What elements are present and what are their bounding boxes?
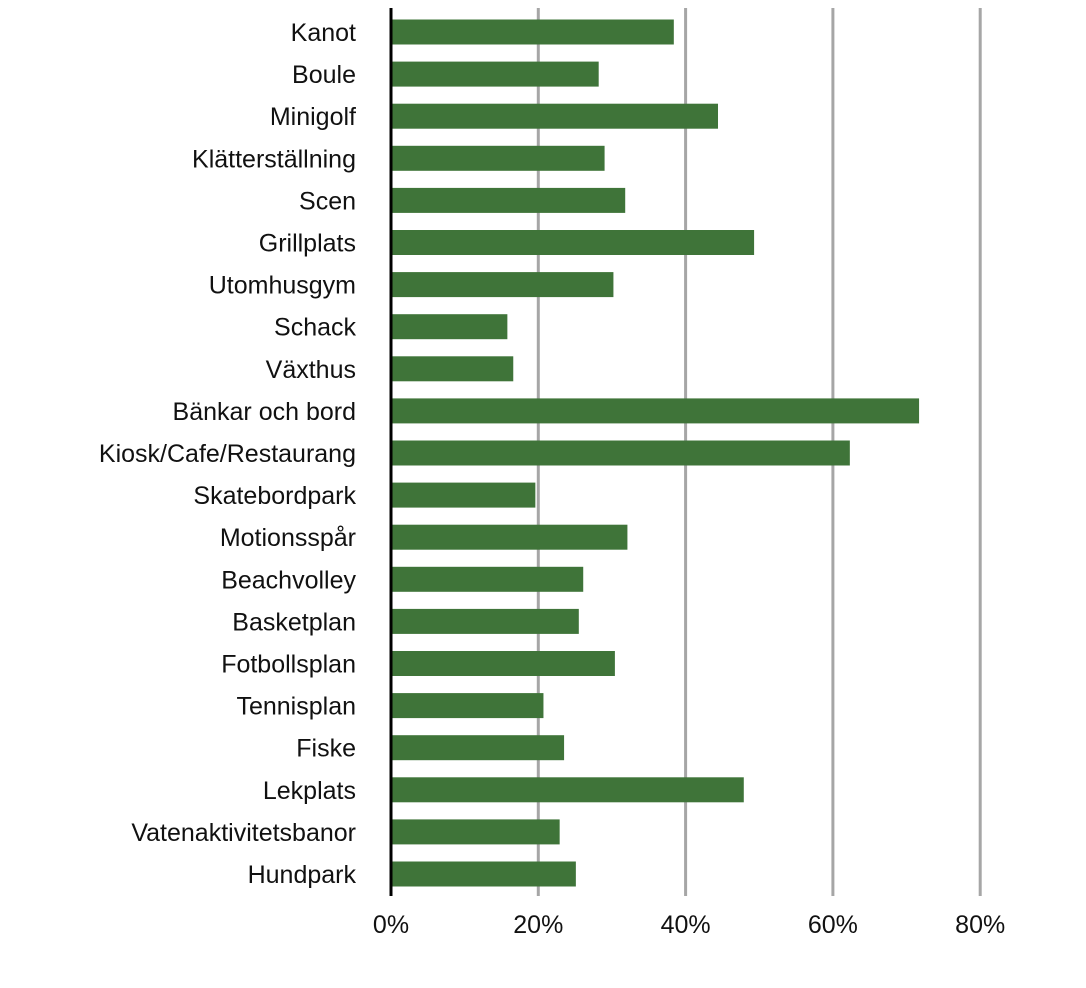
bar-7 (391, 314, 508, 340)
x-axis-ticks: 0% 20% 40% 60% 80% (373, 911, 1005, 939)
bar-11 (391, 482, 536, 508)
bar-20 (391, 861, 576, 887)
category-label: Tennisplan (236, 693, 356, 721)
bar-2 (391, 103, 719, 129)
bar-13 (391, 566, 584, 592)
category-label: Basketplan (232, 608, 356, 636)
bar-12 (391, 524, 628, 550)
category-label: Boule (292, 61, 356, 89)
category-label: Scen (299, 187, 356, 215)
bar-3 (391, 145, 605, 171)
category-label: Fotbollsplan (221, 651, 356, 679)
bar-15 (391, 651, 615, 676)
bar-4 (391, 187, 626, 213)
bar-18 (391, 777, 744, 803)
category-label: Minigolf (270, 103, 356, 131)
category-labels: Kanot Boule Minigolf Klätterställning Scen Gr… (99, 19, 357, 889)
category-label: Hundpark (248, 861, 357, 889)
category-label: Beachvolley (221, 566, 356, 594)
category-label: Utomhusgym (209, 272, 356, 300)
bar-0 (391, 19, 674, 45)
category-label: Fiske (296, 735, 356, 763)
bar-9 (391, 398, 920, 424)
bar-10 (391, 440, 850, 466)
category-label: Kanot (291, 19, 356, 47)
category-label: Kiosk/Cafe/Restaurang (99, 440, 356, 468)
bar-17 (391, 735, 565, 761)
category-label: Schack (274, 314, 356, 342)
bar-16 (391, 693, 544, 719)
x-tick-label: 60% (808, 911, 858, 939)
category-label: Bänkar och bord (173, 398, 356, 426)
category-label: Klätterställning (192, 145, 356, 173)
category-label: Grillplats (259, 230, 356, 258)
x-tick-label: 0% (373, 911, 409, 939)
bar-1 (391, 61, 599, 87)
bar-14 (391, 608, 579, 634)
bar-layer (391, 19, 920, 887)
category-label: Skatebordpark (193, 482, 356, 510)
category-label: Motionsspår (220, 524, 356, 552)
category-label: Lekplats (263, 777, 356, 805)
x-tick-label: 40% (661, 911, 711, 939)
category-label: Växthus (266, 356, 356, 384)
x-tick-label: 80% (955, 911, 1005, 939)
bar-19 (391, 819, 560, 845)
bar-6 (391, 272, 614, 298)
x-tick-label: 20% (513, 911, 563, 939)
bar-8 (391, 356, 514, 382)
bar-5 (391, 230, 755, 255)
category-label: Vatenaktivitetsbanor (131, 819, 356, 847)
